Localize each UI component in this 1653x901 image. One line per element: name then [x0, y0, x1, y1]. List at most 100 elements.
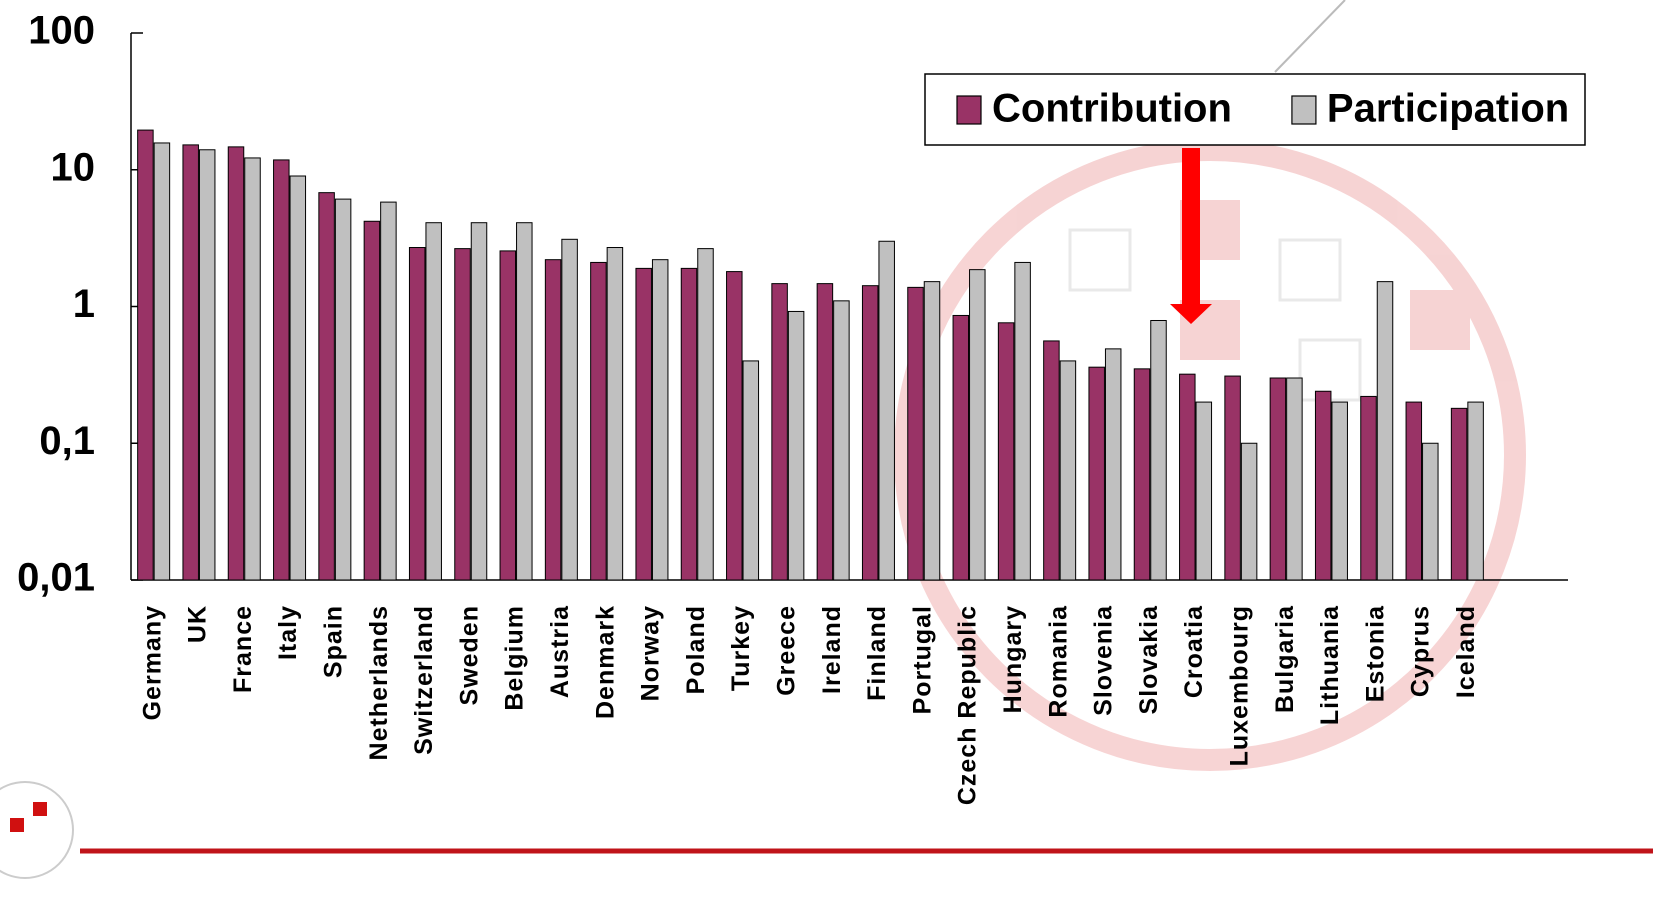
bar	[635, 267, 652, 581]
y-tick-label: 0,1	[39, 419, 95, 463]
bar	[1405, 401, 1423, 581]
x-tick-label: Cyprus	[1407, 605, 1435, 697]
x-tick-label: Sweden	[455, 605, 483, 705]
bar	[742, 360, 760, 581]
bar	[153, 142, 171, 581]
bar	[606, 247, 624, 581]
bar	[1314, 390, 1332, 581]
plot-area: 100 10 1 0,1 0,01 Germany UK France Italy Spain Ne…	[17, 9, 1568, 805]
x-tick-label: Finland	[863, 605, 891, 701]
x-tick-label: Switzerland	[410, 605, 438, 755]
x-tick-label: Slovakia	[1135, 605, 1163, 715]
bar	[1059, 360, 1077, 581]
bar	[816, 283, 834, 581]
watermark-cube	[1278, 238, 1342, 302]
bar	[408, 247, 426, 581]
bar	[363, 220, 381, 581]
bar	[833, 300, 850, 581]
x-tick-label: Slovenia	[1090, 605, 1118, 716]
bar	[1104, 348, 1122, 581]
bar	[997, 322, 1015, 581]
watermark-cube	[1068, 228, 1132, 292]
bar	[1224, 375, 1241, 581]
x-tick-label: France	[229, 605, 257, 693]
decor-line	[1274, 0, 1346, 73]
legend-swatch	[956, 95, 982, 125]
y-tick-label: 1	[73, 282, 95, 326]
x-tick-label: Netherlands	[365, 605, 393, 760]
bar	[1240, 442, 1258, 581]
bar	[289, 175, 307, 581]
bar	[952, 314, 970, 581]
bar	[1360, 395, 1377, 581]
arrow-shaft	[1182, 148, 1200, 308]
x-tick-label: Germany	[138, 605, 166, 720]
legend-swatch	[1291, 95, 1317, 125]
x-tick-label: Belgium	[501, 605, 529, 711]
y-tick-label: 0,01	[17, 556, 95, 600]
bar	[1179, 373, 1196, 581]
bar	[499, 250, 517, 581]
watermark-ring	[894, 139, 1526, 771]
bar	[244, 157, 261, 581]
x-tick-label: Italy	[274, 605, 302, 660]
bar	[590, 261, 607, 581]
bar	[137, 129, 154, 581]
x-tick-label: Czech Republic	[954, 605, 982, 805]
bar	[1286, 377, 1303, 581]
x-tick-label: Bulgaria	[1271, 605, 1299, 713]
bar	[969, 269, 986, 581]
x-tick-label: Spain	[319, 605, 347, 678]
bar	[907, 286, 924, 581]
bar	[380, 201, 397, 581]
legend-box	[924, 73, 1586, 146]
bar	[697, 248, 714, 581]
bar	[516, 222, 533, 581]
arrow-head	[1170, 304, 1212, 324]
x-tick-label: Iceland	[1452, 605, 1480, 698]
bar	[227, 146, 245, 581]
x-tick-label: Turkey	[727, 605, 755, 691]
y-tick-label: 100	[28, 9, 95, 53]
bar	[1043, 340, 1060, 581]
bar	[1088, 366, 1105, 581]
x-tick-label: Luxembourg	[1225, 605, 1253, 766]
bar	[1467, 401, 1484, 581]
watermark-cube	[1410, 290, 1470, 350]
legend-label: Participation	[1327, 87, 1569, 131]
x-tick-label: Austria	[546, 605, 574, 698]
x-tick-label: Ireland	[818, 605, 846, 694]
bar	[454, 248, 471, 581]
bar	[680, 267, 698, 581]
bar	[470, 222, 488, 581]
logo	[0, 781, 74, 879]
bar	[878, 240, 895, 581]
x-tick-label: Portugal	[908, 605, 936, 714]
y-tick-label: 10	[51, 145, 96, 189]
x-tick-label: Greece	[772, 605, 800, 696]
bar	[561, 238, 578, 581]
x-tick-label: Hungary	[999, 605, 1027, 713]
bar	[771, 283, 788, 581]
logo-cube	[33, 802, 47, 816]
bar	[1450, 407, 1468, 581]
bar	[726, 271, 743, 581]
x-tick-label: Estonia	[1361, 605, 1389, 702]
bar	[318, 192, 335, 581]
bar	[334, 198, 352, 581]
bar	[273, 159, 290, 581]
bar	[1422, 442, 1439, 581]
x-tick-label: Norway	[637, 605, 665, 701]
bar	[651, 259, 669, 581]
x-tick-label: Lithuania	[1316, 605, 1344, 725]
bar	[1014, 261, 1031, 581]
legend: Contribution Participation	[924, 73, 1586, 146]
bar	[1150, 319, 1167, 581]
bar	[1269, 377, 1287, 581]
x-tick-label: UK	[184, 605, 212, 643]
bar	[1195, 401, 1213, 581]
bar	[1331, 401, 1348, 581]
logo-cube	[10, 818, 24, 832]
